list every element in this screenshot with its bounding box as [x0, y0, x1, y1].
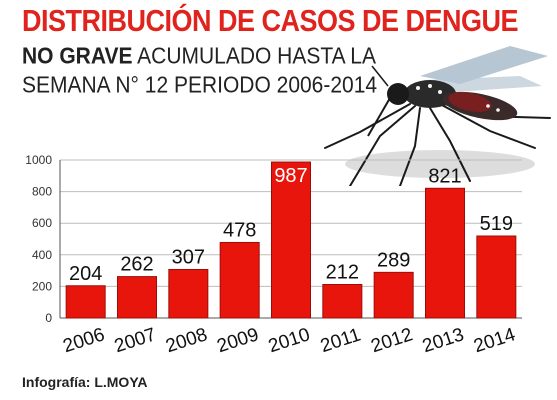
- x-tick-label: 2008: [163, 324, 210, 357]
- y-tick-label: 1000: [25, 153, 52, 167]
- y-tick-label: 800: [32, 185, 52, 199]
- x-tick-label: 2009: [215, 324, 262, 357]
- x-tick-label: 2012: [369, 324, 416, 357]
- y-tick-label: 0: [45, 311, 52, 325]
- bar-value-label: 262: [120, 254, 153, 276]
- bar-value-label: 821: [428, 165, 461, 187]
- mosquito-icon: [324, 46, 551, 186]
- x-tick-label: 2011: [318, 324, 363, 357]
- bar: [424, 187, 466, 319]
- x-tick-label: 2013: [420, 324, 467, 357]
- chart-title: DISTRIBUCIÓN DE CASOS DE DENGUE: [22, 4, 519, 38]
- y-tick-label: 200: [32, 279, 52, 293]
- y-tick-label: 400: [32, 248, 52, 262]
- bar: [322, 284, 363, 319]
- bar-value-label: 987: [274, 165, 307, 187]
- credit-label: Infografía: L.MOYA: [22, 374, 148, 390]
- bar-value-label: 307: [172, 246, 205, 268]
- chart-subtitle-line1: NO GRAVE ACUMULADO HASTA LA: [22, 44, 376, 70]
- x-tick-label: 2007: [112, 324, 159, 357]
- subtitle-rest: ACUMULADO HASTA LA: [137, 44, 376, 69]
- bar-value-label: 289: [377, 249, 410, 271]
- bar: [219, 241, 260, 319]
- y-tick-label: 600: [32, 216, 52, 230]
- x-tick-label: 2010: [266, 324, 313, 357]
- bar: [476, 235, 517, 319]
- subtitle-bold: NO GRAVE: [22, 44, 133, 69]
- bar-value-label: 519: [480, 213, 513, 235]
- bar-value-label: 212: [326, 262, 359, 284]
- chart-subtitle-line2: SEMANA N° 12 PERIODO 2006-2014: [22, 73, 378, 98]
- bar: [116, 276, 158, 319]
- bar: [65, 285, 106, 319]
- x-tick-label: 2006: [61, 324, 108, 357]
- bar-value-label: 478: [223, 219, 256, 241]
- bar: [168, 268, 209, 319]
- bar-value-label: 204: [69, 263, 102, 285]
- bar: [270, 161, 312, 319]
- bar: [373, 271, 414, 319]
- x-tick-label: 2014: [471, 324, 518, 357]
